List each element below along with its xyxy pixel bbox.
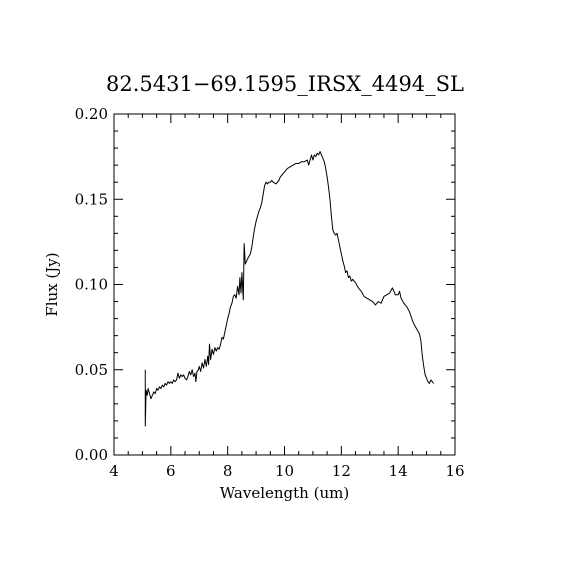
y-tick-labels: 0.00 0.05 0.10 0.15 0.20 (75, 105, 108, 464)
chart-title: 82.5431−69.1595_IRSX_4494_SL (106, 72, 464, 96)
x-tick-label: 14 (389, 462, 408, 480)
x-axis-label: Wavelength (um) (220, 484, 349, 502)
x-tick-label: 8 (223, 462, 233, 480)
x-tick-label: 12 (332, 462, 351, 480)
y-tick-label: 0.20 (75, 105, 108, 123)
x-tick-label: 10 (275, 462, 294, 480)
flux-series-line (144, 151, 435, 427)
plot-frame (113, 113, 456, 456)
x-tick-labels: 4 6 8 10 12 14 16 (109, 462, 464, 480)
x-tick-label: 16 (445, 462, 464, 480)
y-tick-label: 0.00 (75, 446, 108, 464)
y-tick-label: 0.15 (75, 190, 108, 208)
x-tick-label: 6 (166, 462, 176, 480)
y-tick-label: 0.05 (75, 361, 108, 379)
y-tick-label: 0.10 (75, 276, 108, 294)
y-axis-label: Flux (Jy) (43, 252, 61, 316)
x-tick-label: 4 (109, 462, 119, 480)
axis-ticks (113, 113, 456, 456)
